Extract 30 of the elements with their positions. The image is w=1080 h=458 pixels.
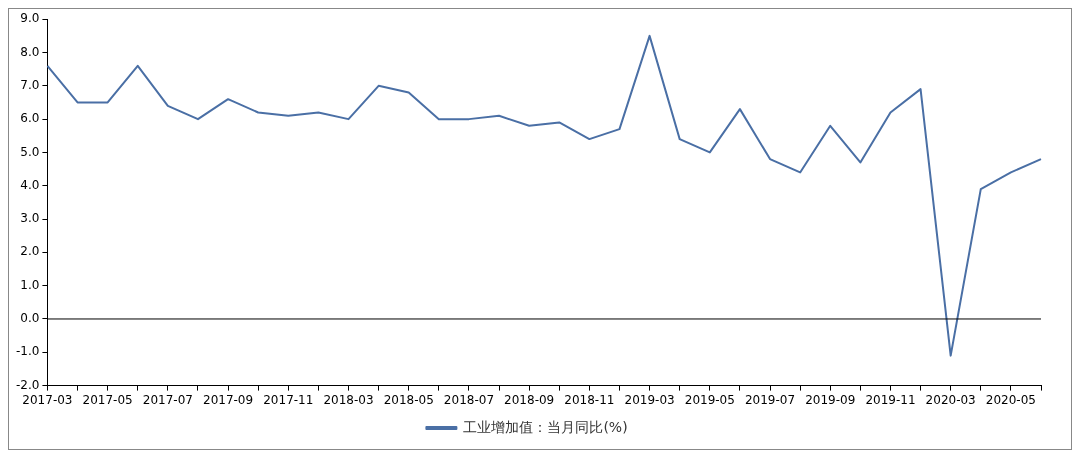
y-tick-label: 4.0 [20,177,40,192]
x-tick-label: 2019-09 [805,392,856,407]
x-tick-label: 2017-11 [263,392,314,407]
x-tick-label: 2018-03 [323,392,374,407]
y-tick-label: 7.0 [20,77,40,92]
x-tick-label: 2020-05 [985,392,1036,407]
x-tick-label: 2019-07 [744,392,796,407]
x-tick-label: 2019-03 [624,392,675,407]
y-tick-label: 6.0 [20,111,40,126]
x-tick-label: 2017-07 [142,392,193,407]
y-tick-label: -2.0 [15,377,40,392]
x-tick-label: 2019-11 [865,392,916,407]
x-tick-label: 2018-11 [564,392,615,407]
y-tick-label: 9.0 [20,11,40,26]
x-tick-label: 2018-09 [504,392,555,407]
y-tick-label: 2.0 [20,244,40,259]
x-tick-label: 2018-07 [443,392,495,407]
y-tick-label: 5.0 [20,144,40,159]
legend-label: 工业增加值：当月同比(%) [463,418,628,435]
x-tick-label: 2017-05 [82,392,133,407]
y-tick-label: 8.0 [20,44,40,59]
x-tick-label: 2019-05 [684,392,735,407]
x-tick-label: 2020-03 [925,392,976,407]
x-tick-label: 2018-05 [383,392,434,407]
x-tick-label: 2017-03 [22,392,73,407]
y-tick-label: 1.0 [20,277,40,292]
y-tick-label: 0.0 [20,311,40,326]
y-tick-label: 3.0 [20,211,40,226]
x-tick-label: 2017-09 [203,392,254,407]
y-tick-label: -1.0 [15,344,40,359]
